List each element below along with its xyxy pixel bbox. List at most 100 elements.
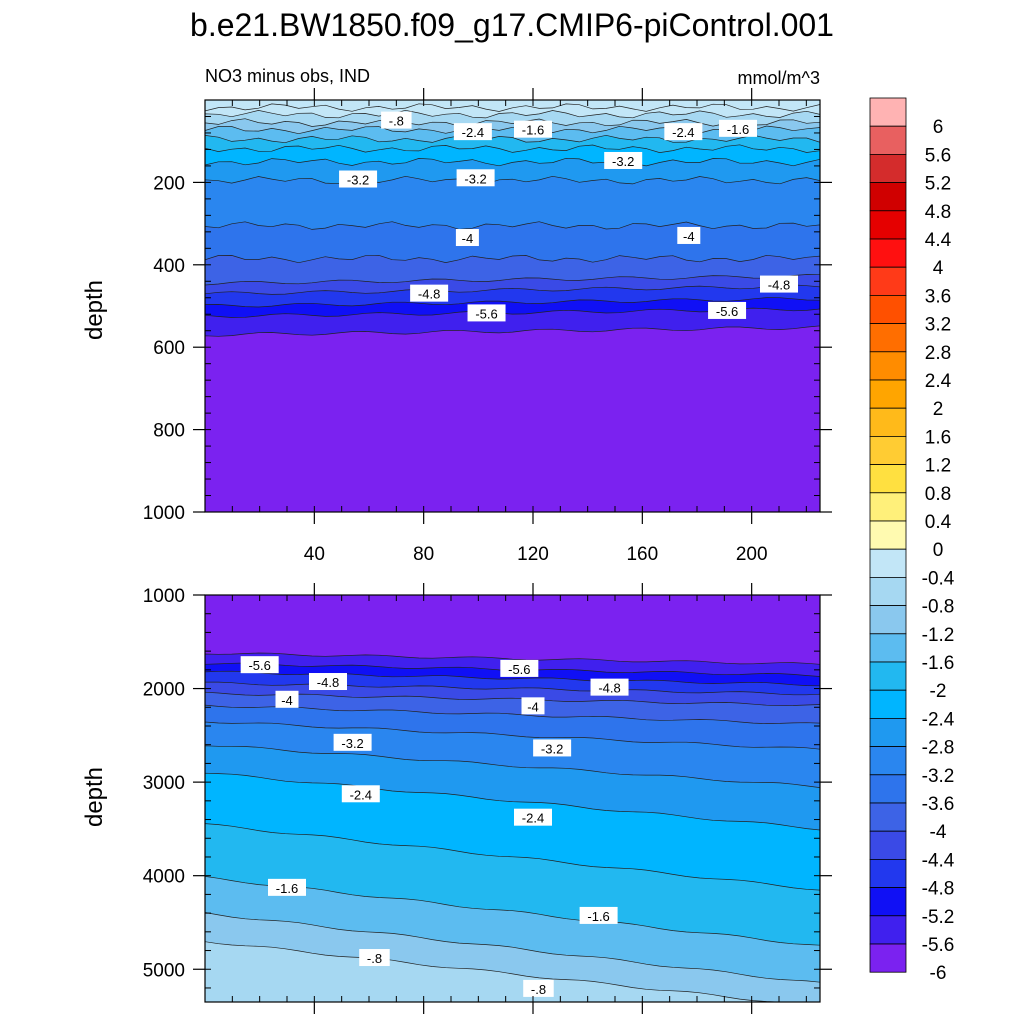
colorbar: 6 5.6 5.2 4.8 4.4 4 3.6 3.2 2.8 2.4 2 1.6 1.2 0.8 0.4 0… xyxy=(869,97,955,984)
subtitle-right: mmol/m^3 xyxy=(738,68,820,88)
upper-xtick-label-0: 40 xyxy=(304,544,325,565)
upper-xtick-label-4: 200 xyxy=(736,544,768,565)
colorbar-label-14: 0.4 xyxy=(925,512,952,533)
colorbar-label-11: 1.6 xyxy=(925,427,951,448)
colorbar-swatch-8 xyxy=(869,323,907,353)
colorbar-label-23: -3.2 xyxy=(922,766,955,787)
upper-plot-area: -.8 -2.4 -1.6 -2.4 -1.6 -3.2 -3.2 -3.2 -4 -4 -4.8 -… xyxy=(205,100,820,512)
colorbar-swatch-5 xyxy=(869,238,907,268)
svg-text:-.8: -.8 xyxy=(367,951,382,966)
lower-ytick-label-3: 4000 xyxy=(143,867,185,888)
colorbar-swatch-12 xyxy=(869,435,907,465)
svg-text:-4.8: -4.8 xyxy=(317,675,339,690)
colorbar-label-19: -1.6 xyxy=(922,653,955,674)
svg-text:-.8: -.8 xyxy=(531,982,546,997)
upper-ytick-label-1: 400 xyxy=(153,256,185,277)
colorbar-label-29: -5.6 xyxy=(922,935,955,956)
svg-text:-4: -4 xyxy=(683,229,695,244)
chart-title: b.e21.BW1850.f09_g17.CMIP6-piControl.001 xyxy=(190,7,834,43)
svg-text:-1.6: -1.6 xyxy=(587,909,609,924)
colorbar-swatch-22 xyxy=(869,718,907,748)
colorbar-swatch-21 xyxy=(869,689,907,719)
colorbar-label-0: 6 xyxy=(933,117,944,138)
svg-text:-2.4: -2.4 xyxy=(462,125,484,140)
colorbar-swatch-13 xyxy=(869,464,907,494)
lower-contour-label-1: -5.6 xyxy=(500,659,539,677)
lower-contour-label-6: -3.2 xyxy=(333,733,372,751)
svg-text:-2.4: -2.4 xyxy=(350,787,372,802)
svg-text:-3.2: -3.2 xyxy=(541,741,563,756)
lower-contour-label-11: -1.6 xyxy=(579,906,618,924)
svg-text:-5.6: -5.6 xyxy=(716,304,738,319)
colorbar-label-5: 4 xyxy=(933,258,944,279)
colorbar-swatch-11 xyxy=(869,407,907,437)
colorbar-swatch-27 xyxy=(869,859,907,889)
colorbar-swatch-25 xyxy=(869,802,907,832)
colorbar-label-9: 2.4 xyxy=(925,371,952,392)
upper-contour-label-0: -.8 xyxy=(381,111,412,129)
colorbar-label-21: -2.4 xyxy=(922,709,955,730)
svg-text:-3.2: -3.2 xyxy=(347,173,369,188)
svg-text:-4: -4 xyxy=(527,699,539,714)
colorbar-swatch-2 xyxy=(869,153,907,183)
colorbar-label-2: 5.2 xyxy=(925,174,951,195)
colorbar-label-22: -2.8 xyxy=(922,738,955,759)
colorbar-label-13: 0.8 xyxy=(925,484,951,505)
upper-panel: -.8 -2.4 -1.6 -2.4 -1.6 -3.2 -3.2 -3.2 -4 -4 -4.8 -… xyxy=(143,88,832,565)
colorbar-label-7: 3.2 xyxy=(925,315,951,336)
colorbar-label-27: -4.8 xyxy=(922,879,955,900)
upper-contour-label-13: -5.6 xyxy=(708,301,747,319)
colorbar-label-15: 0 xyxy=(933,540,944,561)
upper-contour-label-4: -1.6 xyxy=(719,119,757,137)
colorbar-swatch-30 xyxy=(869,943,907,973)
lower-contour-label-5: -4 xyxy=(521,697,545,715)
upper-contour-label-2: -1.6 xyxy=(514,120,552,138)
colorbar-label-16: -0.4 xyxy=(922,568,955,589)
colorbar-swatch-14 xyxy=(869,492,907,522)
colorbar-label-28: -5.2 xyxy=(922,907,955,928)
svg-text:-.8: -.8 xyxy=(389,114,404,129)
upper-band-15 xyxy=(205,325,820,512)
svg-text:-3.2: -3.2 xyxy=(464,171,486,186)
subtitle-left: NO3 minus obs, IND xyxy=(205,66,370,86)
svg-text:-4: -4 xyxy=(462,231,474,246)
lower-contour-label-13: -.8 xyxy=(523,979,554,997)
lower-contour-label-10: -1.6 xyxy=(268,878,306,896)
colorbar-swatch-7 xyxy=(869,294,907,324)
lower-contour-label-0: -5.6 xyxy=(240,656,279,674)
lower-ylabel: depth xyxy=(81,767,108,827)
colorbar-label-17: -0.8 xyxy=(922,597,955,618)
svg-text:-4.8: -4.8 xyxy=(418,287,440,302)
colorbar-swatch-17 xyxy=(869,577,907,607)
colorbar-swatch-29 xyxy=(869,915,907,945)
colorbar-swatch-9 xyxy=(869,351,907,381)
colorbar-label-8: 2.8 xyxy=(925,343,951,364)
colorbar-label-20: -2 xyxy=(930,681,947,702)
colorbar-label-24: -3.6 xyxy=(922,794,955,815)
colorbar-label-25: -4 xyxy=(930,822,947,843)
lower-contour-label-3: -4.8 xyxy=(590,678,629,696)
lower-ytick-label-0: 1000 xyxy=(143,586,185,607)
svg-text:-4.8: -4.8 xyxy=(598,681,620,696)
lower-contour-label-7: -3.2 xyxy=(533,739,572,757)
colorbar-label-26: -4.4 xyxy=(922,850,955,871)
colorbar-label-1: 5.6 xyxy=(925,145,951,166)
svg-text:-1.6: -1.6 xyxy=(522,123,544,138)
lower-ytick-label-1: 2000 xyxy=(143,680,185,701)
colorbar-swatch-28 xyxy=(869,887,907,917)
upper-contour-label-12: -5.6 xyxy=(467,304,506,322)
colorbar-swatch-3 xyxy=(869,182,907,212)
svg-text:-5.6: -5.6 xyxy=(248,658,270,673)
upper-ytick-label-0: 200 xyxy=(153,173,185,194)
upper-contour-label-5: -3.2 xyxy=(339,170,378,188)
colorbar-swatch-0 xyxy=(869,97,907,127)
svg-text:-5.6: -5.6 xyxy=(475,306,497,321)
lower-contour-label-9: -2.4 xyxy=(514,808,552,826)
svg-text:-1.6: -1.6 xyxy=(276,881,298,896)
svg-text:-1.6: -1.6 xyxy=(727,122,749,137)
svg-text:-3.2: -3.2 xyxy=(612,154,634,169)
lower-ytick-label-4: 5000 xyxy=(143,960,185,981)
upper-contour-label-6: -3.2 xyxy=(456,169,495,187)
svg-text:-4: -4 xyxy=(281,693,293,708)
